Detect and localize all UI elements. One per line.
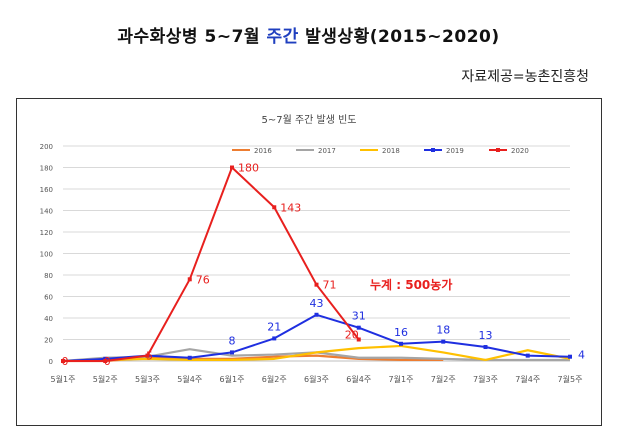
data-label-2020: 0 <box>104 355 111 368</box>
y-tick-label: 100 <box>40 251 53 259</box>
point-2019 <box>525 353 530 358</box>
point-2019 <box>483 345 488 350</box>
y-tick-label: 20 <box>44 337 53 345</box>
data-label-2020: 0 <box>62 355 69 368</box>
point-2019 <box>568 354 572 359</box>
y-tick-label: 80 <box>44 272 53 280</box>
point-2020 <box>314 282 319 287</box>
point-2020 <box>230 165 234 170</box>
y-tick-label: 40 <box>44 315 53 323</box>
page-title: 과수화상병 5~7월 주간 발생상황(2015~2020) <box>0 22 617 47</box>
data-label-2019: 31 <box>352 310 366 323</box>
legend-label-2020: 2020 <box>511 147 529 155</box>
title-part2: 발생상황(2015~2020) <box>298 27 500 47</box>
data-label-2020: 76 <box>196 273 210 286</box>
x-tick-label: 6월2주 <box>262 374 287 384</box>
data-label-2020: 143 <box>280 201 301 214</box>
point-2020 <box>145 353 150 358</box>
legend-label-2018: 2018 <box>382 147 400 155</box>
point-2020 <box>61 359 65 363</box>
point-2020 <box>272 205 277 210</box>
data-label-2019: 4 <box>578 349 585 362</box>
x-tick-label: 7월2주 <box>431 374 456 384</box>
x-tick-label: 7월5주 <box>558 374 583 384</box>
data-label-2020: 5 <box>146 350 153 363</box>
series-lines: 8 21 43 31 16 18 13 4 0 0 5 76 180 143 71 20 <box>61 162 585 368</box>
series-line-2018 <box>62 344 571 363</box>
x-tick-label: 5월2주 <box>93 374 118 384</box>
point-2019 <box>314 312 319 317</box>
point-2019 <box>103 356 108 361</box>
y-tick-label: 160 <box>40 186 53 194</box>
data-label-2019: 16 <box>394 326 408 339</box>
y-tick-label: 0 <box>49 358 53 366</box>
gridlines <box>63 145 570 362</box>
point-2019 <box>356 325 361 330</box>
x-tick-label: 5월3주 <box>135 374 160 384</box>
data-label-2019: 8 <box>229 334 236 347</box>
point-2019 <box>399 341 403 346</box>
title-highlight: 주간 <box>266 27 299 47</box>
x-tick-label: 6월1주 <box>220 374 245 384</box>
point-2020 <box>187 277 192 282</box>
x-tick-label: 7월1주 <box>389 374 414 384</box>
data-label-2020: 20 <box>345 329 359 342</box>
series-line-2019 <box>62 313 571 362</box>
chart-title: 5~7월 주간 발생 빈도 <box>261 114 356 126</box>
x-tick-label: 6월3주 <box>304 374 329 384</box>
legend-label-2019: 2019 <box>446 147 464 155</box>
data-label-2020: 180 <box>238 162 259 175</box>
legend-label-2016: 2016 <box>254 147 272 155</box>
legend-marker-2019 <box>431 148 435 152</box>
y-tick-label: 180 <box>40 165 53 173</box>
chart-annotation: 누계 : 500농가 <box>370 277 452 292</box>
data-label-2019: 43 <box>310 297 324 310</box>
legend-marker-2020 <box>496 148 500 152</box>
y-tick-label: 120 <box>40 229 53 237</box>
x-tick-label: 5월4주 <box>177 374 202 384</box>
data-label-2019: 13 <box>479 329 493 342</box>
series-line-2020 <box>63 166 360 362</box>
legend-label-2017: 2017 <box>318 147 336 155</box>
legend: 2016 2017 2018 2019 2020 <box>232 147 529 155</box>
source-credit: 자료제공=농촌진흥청 <box>461 69 589 85</box>
point-2019 <box>272 336 277 341</box>
x-tick-label: 7월3주 <box>473 374 498 384</box>
chart-frame <box>16 98 602 426</box>
point-2019 <box>187 355 192 360</box>
x-tick-label: 5월1주 <box>51 374 76 384</box>
point-2019 <box>441 339 446 344</box>
point-2019 <box>230 350 234 355</box>
x-tick-label: 6월4주 <box>346 374 371 384</box>
data-label-2019: 18 <box>436 324 450 337</box>
x-tick-label: 7월4주 <box>515 374 540 384</box>
y-tick-label: 200 <box>40 143 53 151</box>
data-label-2020: 71 <box>323 279 337 292</box>
point-2020 <box>356 337 361 342</box>
title-part1: 과수화상병 5~7월 <box>117 27 267 47</box>
y-tick-label: 60 <box>44 294 53 302</box>
point-2020 <box>103 359 108 363</box>
y-tick-label: 140 <box>40 208 53 216</box>
data-label-2019: 21 <box>267 320 281 333</box>
